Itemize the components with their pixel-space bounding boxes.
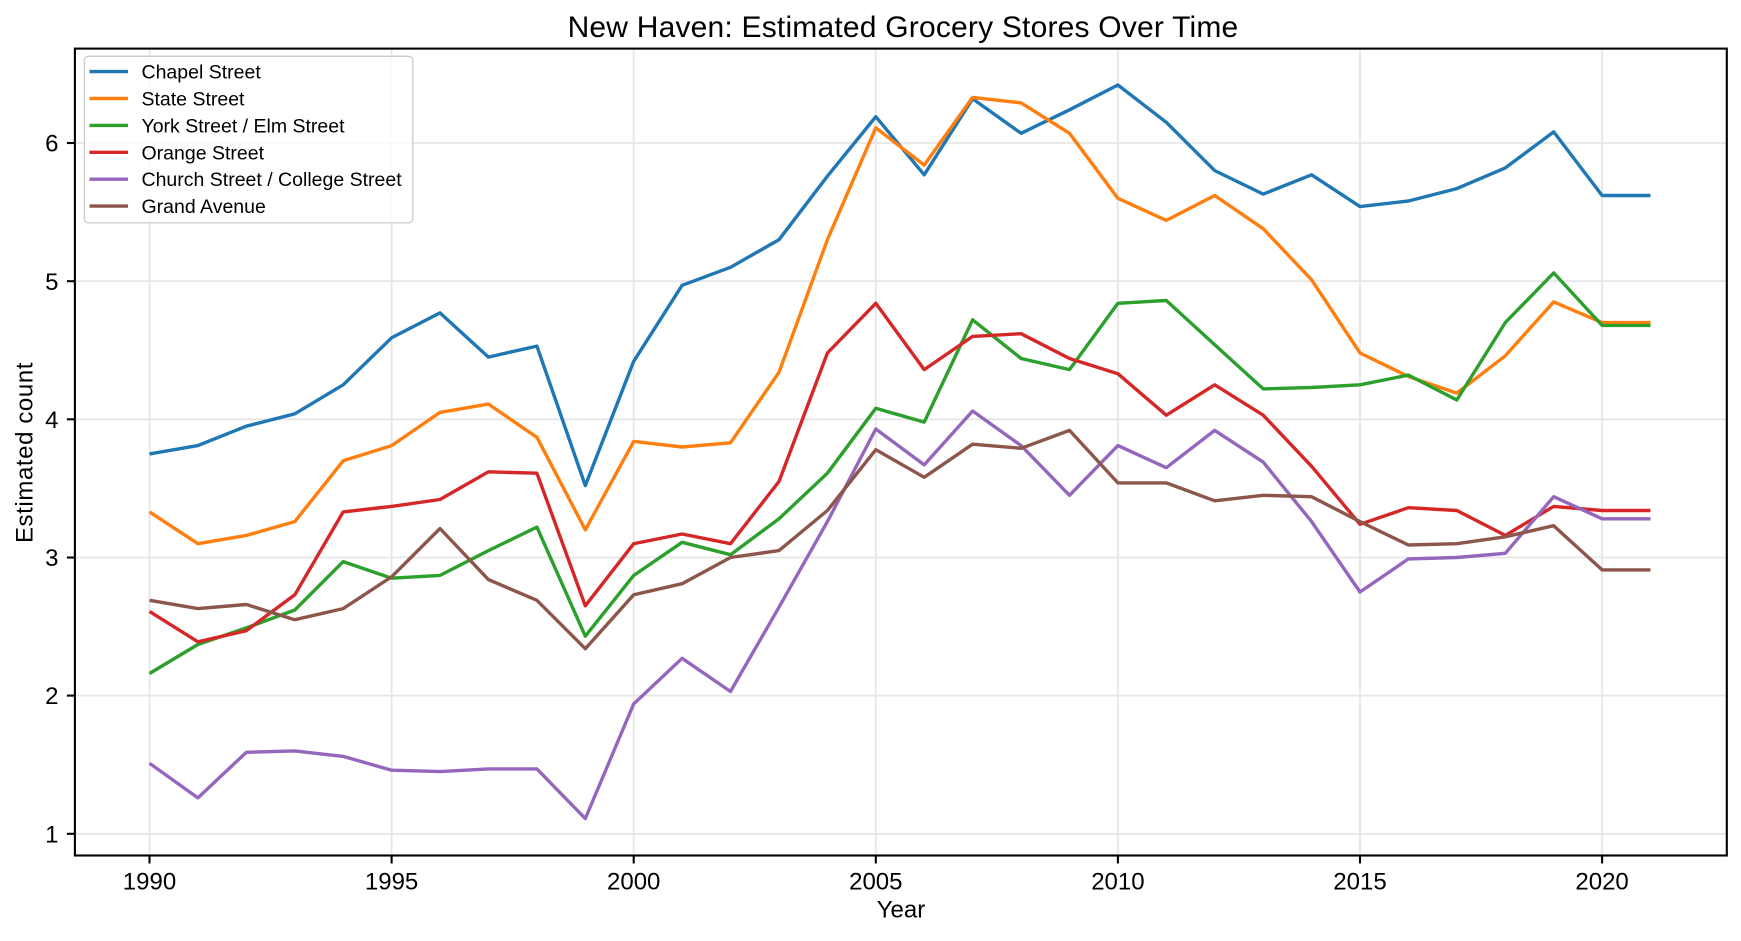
svg-text:4: 4 <box>45 407 58 434</box>
svg-text:Year: Year <box>877 897 926 924</box>
svg-text:2010: 2010 <box>1091 869 1144 896</box>
svg-text:1990: 1990 <box>123 869 176 896</box>
svg-text:2020: 2020 <box>1575 869 1628 896</box>
svg-text:Estimated count: Estimated count <box>12 362 39 543</box>
svg-text:Grand Avenue: Grand Avenue <box>142 196 266 218</box>
svg-text:New Haven: Estimated Grocery S: New Haven: Estimated Grocery Stores Over… <box>568 11 1239 44</box>
svg-text:6: 6 <box>45 131 58 158</box>
svg-text:Orange Street: Orange Street <box>142 142 265 164</box>
svg-text:2000: 2000 <box>607 869 660 896</box>
svg-text:5: 5 <box>45 269 58 296</box>
svg-text:Church Street / College Street: Church Street / College Street <box>142 169 403 191</box>
svg-text:1: 1 <box>45 821 58 848</box>
svg-text:2015: 2015 <box>1333 869 1386 896</box>
svg-text:1995: 1995 <box>365 869 418 896</box>
svg-text:3: 3 <box>45 545 58 572</box>
svg-text:2: 2 <box>45 683 58 710</box>
svg-text:Chapel Street: Chapel Street <box>142 62 262 84</box>
svg-text:State Street: State Street <box>142 89 246 111</box>
svg-text:York Street / Elm Street: York Street / Elm Street <box>142 115 346 137</box>
svg-text:2005: 2005 <box>849 869 902 896</box>
